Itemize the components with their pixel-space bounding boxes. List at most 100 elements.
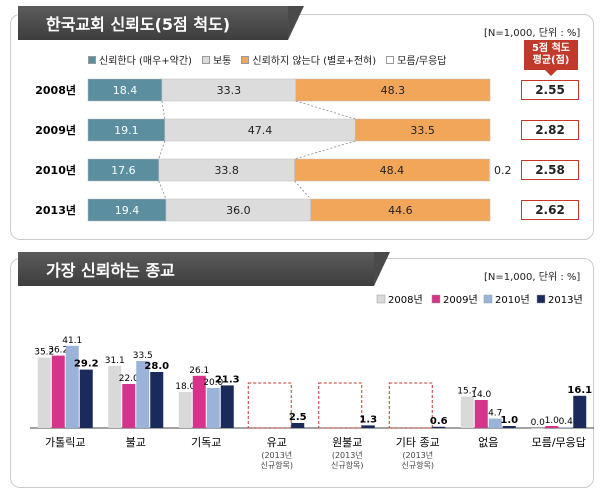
legend-swatch — [241, 55, 250, 64]
bar — [432, 426, 446, 428]
legend-label: 2013년 — [548, 294, 583, 306]
bar — [51, 355, 65, 428]
bar — [460, 396, 474, 428]
bar-value-label: 28.0 — [144, 361, 169, 372]
legend-swatch — [536, 294, 546, 304]
chart2-frame — [10, 258, 594, 488]
legend-item-unknown: 모름/무응답 — [386, 52, 447, 67]
x-category-label: 기타 종교 — [396, 436, 440, 449]
bar-value-label: 18.0 — [175, 382, 195, 392]
new-item-placeholder — [388, 382, 433, 429]
bar — [474, 400, 488, 428]
bar-value-label: 22.0 — [119, 374, 139, 384]
x-category-label: 기독교 — [191, 436, 221, 449]
avg-header-line1: 5점 척도 — [531, 43, 571, 54]
legend-item-distrust: 신뢰하지 않는다 (별로+전혀) — [241, 52, 376, 67]
bar — [502, 426, 516, 428]
x-category-label: 없음 — [478, 436, 498, 449]
bar-value-label: 47.4 — [248, 124, 273, 137]
legend-label: 모름/무응답 — [397, 56, 447, 67]
bar-value-label: 48.4 — [380, 164, 405, 177]
bar-value-label: 26.1 — [189, 366, 209, 376]
chart1-title: 한국교회 신뢰도(5점 척도) — [18, 6, 304, 40]
bar-value-label: 33.3 — [217, 84, 242, 97]
new-item-note: 신규항목) — [401, 461, 434, 470]
bar-value-label: 19.4 — [115, 204, 140, 217]
avg-score-2013: 2.62 — [521, 200, 579, 220]
avg-score-header: 5점 척도 평균(점) — [524, 40, 578, 76]
bar — [150, 372, 164, 428]
new-item-placeholder — [247, 382, 292, 429]
bar — [192, 375, 206, 428]
new-item-note: (2013년 — [332, 450, 363, 460]
bar-value-label: 33.5 — [133, 351, 153, 361]
bar-value-label: 1.3 — [359, 414, 377, 425]
y-category-label: 2008년 — [35, 83, 76, 97]
bar-value-label: 19.1 — [114, 124, 139, 137]
bar — [37, 357, 51, 428]
bar-segment — [488, 158, 491, 182]
bar-segment — [295, 78, 491, 102]
bar-value-label: 16.1 — [567, 385, 592, 396]
legend-label: 2009년 — [443, 294, 478, 306]
bar-value-label: 17.6 — [111, 164, 136, 177]
y-category-label: 2013년 — [35, 203, 76, 217]
bar — [545, 426, 559, 428]
bar — [573, 395, 587, 428]
legend-label: 2010년 — [495, 294, 530, 306]
bar-value-label: 31.1 — [105, 356, 125, 366]
bar — [206, 388, 220, 428]
y-category-label: 2009년 — [35, 123, 76, 137]
bar-value-label: 29.2 — [74, 359, 99, 370]
avg-score-2008: 2.55 — [521, 80, 579, 100]
bar — [65, 345, 79, 428]
avg-score-2009: 2.82 — [521, 120, 579, 140]
legend-swatch — [88, 55, 96, 64]
chart2-title: 가장 신뢰하는 종교 — [18, 252, 390, 286]
bar-value-label: 0.2 — [494, 164, 512, 177]
new-item-placeholder — [318, 382, 363, 429]
bar-value-label: 35.2 — [34, 348, 54, 358]
avg-header-line2: 평균(점) — [532, 55, 570, 66]
connector-line — [294, 180, 312, 200]
avg-score-2010: 2.58 — [521, 160, 579, 180]
x-category-label: 불교 — [126, 436, 146, 449]
chart2-unit-note: [N=1,000, 단위 : %] — [484, 272, 581, 283]
bar-value-label: 33.8 — [214, 164, 239, 177]
legend-item-neutral: 보통 — [201, 52, 232, 67]
bar — [178, 392, 192, 428]
bar-value-label: 1.0 — [545, 416, 560, 426]
x-category-label: 모름/무응답 — [532, 436, 586, 449]
x-category-label: 가톨릭교 — [45, 436, 85, 449]
bar-value-label: 1.0 — [500, 415, 518, 426]
chart1-legend: 신뢰한다 (매우+약간) 보통 신뢰하지 않는다 (별로+전혀) 모름/무응답 — [88, 52, 457, 67]
bar — [220, 385, 234, 428]
legend-swatch — [201, 55, 210, 64]
bar-value-label: 48.3 — [381, 84, 406, 97]
bar-value-label: 2.5 — [289, 412, 307, 423]
bar-segment — [355, 118, 491, 142]
new-item-note: 신규항목) — [331, 461, 364, 470]
bar — [108, 365, 122, 428]
legend-swatch — [483, 294, 493, 304]
bar-value-label: 14.0 — [471, 390, 491, 400]
x-category-label: 원불교 — [332, 436, 362, 449]
bar — [122, 384, 136, 428]
legend-label: 2008년 — [388, 294, 423, 306]
bar-value-label: 36.0 — [226, 204, 251, 217]
connector-line — [161, 100, 166, 120]
bar-value-label: 15.7 — [457, 387, 477, 397]
bar-value-label: 4.7 — [488, 409, 502, 419]
connector-line — [158, 180, 167, 200]
chart1-plot: 2008년 18.4 33.3 48.3 2009년 19.1 47.4 33.5 2010년 1… — [35, 78, 512, 222]
bar-value-label: 36.2 — [48, 346, 68, 356]
bar-value-label: 44.6 — [388, 204, 413, 217]
bar — [559, 427, 573, 428]
bar-value-label: 21.3 — [215, 374, 240, 385]
chart1-unit-note: [N=1,000, 단위 : %] — [484, 28, 581, 39]
legend-swatch — [376, 294, 386, 304]
bar-value-label: 18.4 — [113, 84, 138, 97]
legend-label: 보통 — [212, 56, 232, 67]
bar-value-label: 41.1 — [62, 336, 82, 346]
legend-swatch — [386, 55, 395, 64]
